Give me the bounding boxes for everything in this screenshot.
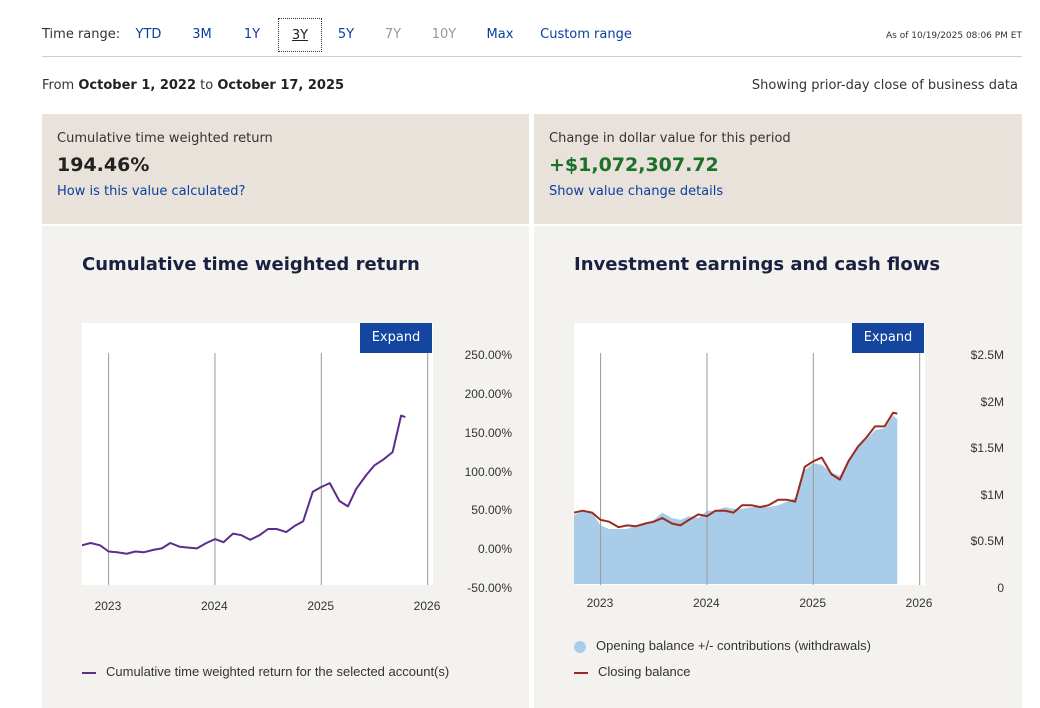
twr-chart-title: Cumulative time weighted return (82, 254, 420, 275)
twr-series-line (81, 414, 406, 555)
twr-expand-button[interactable]: Expand (360, 323, 432, 353)
earnings-y-tick-label: 0 (997, 581, 1004, 595)
range-7y-button[interactable]: 7Y (384, 27, 402, 42)
range-3y-button[interactable]: 3Y (278, 18, 322, 52)
twr-x-tick-label: 2024 (200, 599, 228, 613)
opening-balance-legend-label: Opening balance +/- contributions (withd… (596, 638, 871, 653)
range-10y-button[interactable]: 10Y (431, 27, 457, 42)
range-3m-button[interactable]: 3M (192, 27, 212, 42)
earnings-legend-closing: Closing balance (574, 664, 691, 679)
period-range: From October 1, 2022 to October 17, 2025 (42, 78, 344, 93)
earnings-y-tick-label: $0.5M (970, 534, 1004, 549)
value-change-details-link[interactable]: Show value change details (549, 184, 724, 199)
twr-summary-card: Cumulative time weighted return 194.46% … (42, 114, 529, 224)
range-5y-button[interactable]: 5Y (337, 27, 355, 42)
twr-x-tick-label: 2025 (307, 599, 335, 613)
to-word: to (200, 78, 214, 93)
as-of-timestamp: As of 10/19/2025 08:06 PM ET (885, 31, 1022, 41)
twr-y-tick-label: 250.00% (464, 348, 512, 362)
twr-x-tick-label: 2023 (94, 599, 122, 613)
earnings-x-tick-label: 2026 (905, 596, 933, 610)
twr-label: Cumulative time weighted return (57, 131, 273, 146)
twr-y-tick-label: 0.00% (477, 542, 512, 557)
twr-y-tick-label: -50.00% (467, 581, 512, 595)
closing-balance-legend-label: Closing balance (598, 664, 691, 679)
earnings-plot-area (573, 323, 925, 585)
twr-calculation-link[interactable]: How is this value calculated? (57, 184, 246, 199)
earnings-legend-opening: Opening balance +/- contributions (withd… (574, 638, 871, 653)
range-ytd-button[interactable]: YTD (135, 27, 162, 42)
twr-y-tick-label: 200.00% (464, 386, 512, 401)
range-1y-button[interactable]: 1Y (243, 27, 261, 42)
earnings-x-tick-label: 2024 (692, 596, 720, 610)
change-label: Change in dollar value for this period (549, 131, 791, 146)
closing-balance-swatch (574, 671, 588, 674)
earnings-x-tick-label: 2023 (586, 596, 614, 610)
time-range-bar: Time range: YTD 3M 1Y 3Y 5Y 7Y 10Y Max C… (42, 18, 1022, 57)
time-range-label: Time range: (42, 27, 121, 42)
twr-legend: Cumulative time weighted return for the … (82, 664, 449, 679)
twr-y-tick-label: 150.00% (464, 425, 512, 440)
twr-chart-panel: Cumulative time weighted return Expand C… (42, 226, 529, 708)
twr-x-tick-label: 2026 (413, 599, 441, 613)
earnings-y-tick-label: $1.5M (970, 441, 1004, 456)
twr-legend-label: Cumulative time weighted return for the … (106, 664, 450, 679)
earnings-chart-svg (573, 353, 921, 585)
opening-balance-area (574, 415, 898, 584)
from-word: From (42, 78, 75, 93)
earnings-chart-title: Investment earnings and cash flows (574, 254, 941, 275)
twr-value: 194.46% (57, 154, 150, 176)
twr-chart-svg (81, 353, 429, 585)
range-max-button[interactable]: Max (486, 27, 514, 42)
earnings-y-tick-label: $1M (980, 487, 1004, 502)
earnings-x-tick-label: 2025 (799, 596, 827, 610)
opening-balance-swatch (574, 640, 586, 653)
range-custom-button[interactable]: Custom range (540, 27, 632, 42)
twr-y-tick-label: 50.00% (471, 503, 512, 518)
twr-legend-swatch (82, 671, 96, 674)
data-note: Showing prior-day close of business data (751, 78, 1018, 93)
twr-plot-area (81, 323, 433, 585)
change-value: +$1,072,307.72 (549, 154, 719, 176)
earnings-chart-panel: Investment earnings and cash flows Expan… (534, 226, 1022, 708)
earnings-expand-button[interactable]: Expand (852, 323, 924, 353)
from-date: October 1, 2022 (78, 78, 197, 93)
closing-balance-line (573, 411, 898, 529)
value-change-card: Change in dollar value for this period +… (534, 114, 1022, 224)
twr-y-tick-label: 100.00% (464, 464, 512, 479)
to-date: October 17, 2025 (217, 78, 345, 93)
earnings-y-tick-label: $2M (980, 394, 1004, 409)
earnings-y-tick-label: $2.5M (970, 348, 1004, 362)
